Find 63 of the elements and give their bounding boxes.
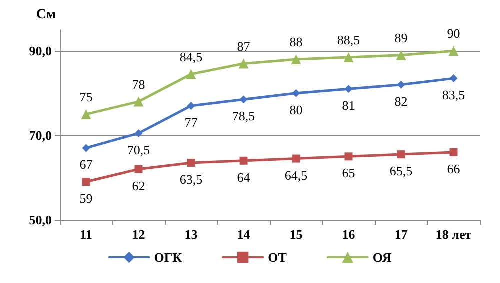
data-label: 83,5 bbox=[442, 88, 466, 103]
data-label: 62 bbox=[132, 178, 146, 194]
data-label: 64,5 bbox=[284, 168, 308, 183]
point bbox=[187, 159, 196, 167]
x-tick-label: 16 bbox=[342, 227, 356, 242]
data-label: 59 bbox=[80, 191, 93, 206]
x-tick-label: 15 bbox=[290, 227, 304, 242]
point bbox=[238, 58, 249, 69]
data-label: 82 bbox=[394, 94, 408, 109]
data-label: 81 bbox=[342, 98, 356, 114]
point bbox=[344, 85, 353, 94]
point bbox=[134, 129, 143, 138]
data-label: 65,5 bbox=[390, 164, 413, 179]
point bbox=[397, 150, 406, 159]
point bbox=[240, 96, 248, 104]
legend-label: ОТ bbox=[268, 250, 288, 265]
x-tick-label: 13 bbox=[184, 227, 198, 242]
point bbox=[291, 54, 302, 65]
data-label: 64 bbox=[237, 170, 251, 185]
data-label: 89 bbox=[394, 30, 408, 46]
point bbox=[344, 152, 353, 161]
data-label: 88 bbox=[290, 34, 303, 50]
point bbox=[448, 46, 459, 56]
point bbox=[450, 148, 458, 156]
y-tick-label: 50,0 bbox=[29, 212, 52, 228]
point bbox=[450, 74, 458, 83]
point bbox=[344, 52, 354, 62]
data-label: 87 bbox=[237, 38, 251, 54]
data-label: 67 bbox=[80, 157, 94, 172]
point bbox=[240, 156, 248, 165]
x-tick-label: 11 bbox=[80, 227, 92, 242]
point bbox=[82, 178, 90, 186]
data-label: 78,5 bbox=[232, 108, 256, 124]
x-tick-label: 17 bbox=[394, 227, 408, 242]
y-axis-title: См bbox=[36, 8, 56, 22]
data-label: 65 bbox=[342, 166, 356, 181]
x-tick-label: 14 bbox=[237, 227, 251, 242]
data-label: 78 bbox=[132, 76, 146, 92]
point bbox=[396, 50, 406, 60]
y-tick-label: 70,0 bbox=[29, 128, 52, 144]
point bbox=[187, 102, 196, 110]
point bbox=[134, 165, 143, 174]
data-label: 77 bbox=[184, 115, 198, 130]
point bbox=[134, 96, 144, 107]
y-tick-label: 90,0 bbox=[29, 44, 52, 59]
data-label: 80 bbox=[290, 102, 303, 118]
data-label: 88,5 bbox=[337, 32, 360, 48]
data-label: 90 bbox=[447, 26, 460, 42]
point bbox=[81, 109, 92, 120]
x-tick-label: 12 bbox=[132, 227, 146, 242]
x-tick-label: 18 лет bbox=[436, 227, 472, 242]
point bbox=[397, 80, 406, 89]
data-label: 63,5 bbox=[180, 172, 203, 187]
point bbox=[292, 89, 300, 98]
data-label: 66 bbox=[447, 161, 461, 176]
point bbox=[292, 154, 300, 163]
legend-label: ОЯ bbox=[372, 250, 392, 265]
data-label: 75 bbox=[80, 89, 93, 104]
point bbox=[82, 144, 90, 152]
point bbox=[186, 69, 196, 80]
data-label: 70,5 bbox=[127, 142, 150, 158]
legend-label: ОГК bbox=[154, 250, 183, 265]
data-label: 84,5 bbox=[180, 49, 203, 64]
